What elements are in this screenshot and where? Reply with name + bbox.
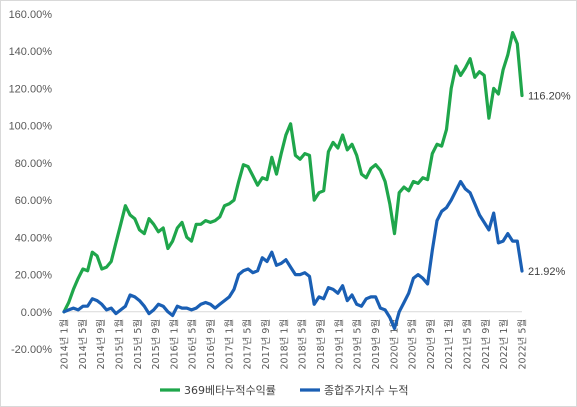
x-tick-label: 2017년 1월 bbox=[223, 319, 235, 370]
y-tick-label: 60.00% bbox=[15, 195, 53, 207]
series-line-1 bbox=[62, 179, 524, 331]
x-tick-label: 2020년 5월 bbox=[407, 319, 419, 370]
y-tick-label: -20.00% bbox=[11, 344, 52, 356]
end-value-label: 21.92% bbox=[528, 266, 566, 278]
x-tick-label: 2016년 1월 bbox=[168, 319, 180, 370]
x-tick-label: 2019년 9월 bbox=[370, 319, 382, 370]
x-tick-label: 2018년 5월 bbox=[297, 319, 309, 370]
y-axis-ticks: -20.00% 0.00% 20.00% 40.00% 60.00% 80.00% 100.… bbox=[9, 9, 53, 356]
x-tick-label: 2017년 5월 bbox=[242, 319, 254, 370]
x-tick-label: 2018년 9월 bbox=[315, 319, 327, 370]
y-tick-label: 80.00% bbox=[15, 158, 53, 170]
y-tick-label: 120.00% bbox=[9, 83, 53, 95]
x-tick-label: 2020년 1월 bbox=[388, 319, 400, 370]
legend-label: 종합주가지수 누적 bbox=[324, 384, 408, 397]
end-value-label: 116.20% bbox=[528, 91, 571, 103]
x-tick-label: 2018년 1월 bbox=[278, 319, 290, 370]
x-tick-label: 2014년 1월 bbox=[59, 319, 71, 370]
x-tick-label: 2021년 9월 bbox=[480, 319, 492, 370]
y-tick-label: 0.00% bbox=[21, 307, 52, 319]
y-tick-label: 140.00% bbox=[9, 46, 53, 58]
chart-legend: 369베타누적수익률 종합주가지수 누적 bbox=[160, 384, 408, 397]
x-tick-label: 2017년 9월 bbox=[260, 319, 272, 370]
x-tick-label: 2022년 1월 bbox=[498, 319, 510, 370]
x-tick-label: 2020년 9월 bbox=[425, 319, 437, 370]
x-tick-label: 2015년 1월 bbox=[114, 319, 126, 370]
series-line-0 bbox=[62, 31, 524, 314]
x-tick-label: 2021년 1월 bbox=[443, 319, 455, 370]
x-tick-label: 2014년 5월 bbox=[77, 319, 89, 370]
x-tick-label: 2015년 5월 bbox=[132, 319, 144, 370]
series-lines bbox=[62, 31, 524, 331]
x-tick-label: 2016년 9월 bbox=[205, 319, 217, 370]
x-tick-label: 2022년 5월 bbox=[517, 319, 529, 370]
x-tick-label: 2016년 5월 bbox=[187, 319, 199, 370]
y-tick-label: 100.00% bbox=[9, 121, 53, 133]
x-tick-label: 2014년 9월 bbox=[95, 319, 107, 370]
end-value-labels: 116.20% 21.92% bbox=[528, 91, 571, 278]
x-tick-label: 2021년 5월 bbox=[462, 319, 474, 370]
y-tick-label: 40.00% bbox=[15, 232, 53, 244]
x-axis-ticks: 2014년 1월 2014년 5월 2014년 9월 2015년 1월 2015년 5월… bbox=[59, 319, 529, 370]
legend-label: 369베타누적수익률 bbox=[184, 384, 276, 397]
y-tick-label: 160.00% bbox=[9, 9, 53, 21]
x-tick-label: 2019년 5월 bbox=[352, 319, 364, 370]
x-tick-label: 2015년 9월 bbox=[150, 319, 162, 370]
x-tick-label: 2019년 1월 bbox=[333, 319, 345, 370]
y-tick-label: 20.00% bbox=[15, 270, 53, 282]
